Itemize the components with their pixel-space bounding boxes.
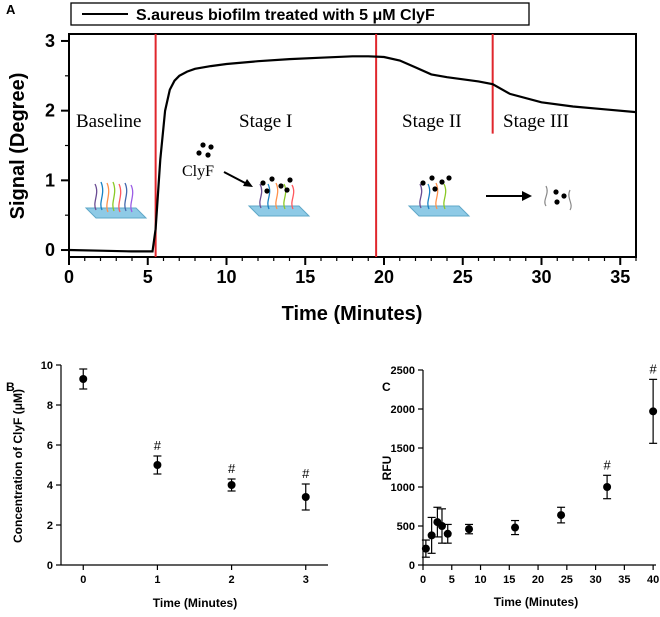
data-point-b (301, 493, 310, 501)
data-point-c (603, 483, 612, 491)
x-tick-label-b: 1 (154, 574, 160, 586)
y-tick-label-c: 2500 (391, 365, 415, 377)
significance-mark-c: # (650, 361, 658, 376)
data-point-c (437, 522, 446, 530)
released-fragments-icon (544, 185, 572, 211)
data-point-c (557, 511, 566, 520)
annotation-baseline: Baseline (76, 111, 141, 132)
x-tick-label-b: 0 (80, 574, 86, 586)
annotation-clyf: ClyF (182, 163, 214, 180)
x-tick-label-c: 15 (503, 574, 515, 586)
data-point-c (465, 525, 474, 534)
panel-label-c: C (382, 380, 391, 394)
x-tick-label-c: 5 (449, 574, 455, 586)
x-tick-label-a: 20 (374, 267, 394, 287)
y-tick-label-b: 8 (47, 400, 53, 412)
biofilm-illustration-stage-2-icon (407, 175, 471, 217)
legend-box (70, 2, 530, 26)
x-tick-label-a: 35 (610, 267, 630, 287)
y-tick-label-c: 1000 (391, 482, 415, 494)
biofilm-illustration-stage-1-icon (247, 176, 311, 217)
legend-label: S.aureus biofilm treated with 5 μM ClyF (136, 7, 435, 24)
x-tick-label-c: 0 (420, 574, 426, 586)
annotation-stage-2: Stage II (402, 111, 462, 132)
significance-mark-c: # (603, 457, 611, 472)
data-point-b (153, 461, 162, 469)
y-tick-label-a: 2 (45, 101, 55, 121)
panel-label-a: A (6, 2, 16, 17)
biofilm-illustration-baseline-icon (84, 181, 148, 219)
annotation-stage-3: Stage III (503, 111, 569, 132)
x-tick-label-a: 5 (143, 267, 153, 287)
y-tick-label-c: 0 (409, 560, 415, 572)
y-tick-label-c: 1500 (391, 443, 415, 455)
panel-label-b: B (6, 380, 15, 394)
x-tick-label-c: 25 (561, 574, 573, 586)
data-point-b (79, 375, 88, 383)
panel-c: C 0 5 10 15 20 25 30 35 40 0 500 1000 1500 2000 2500 #… (380, 361, 659, 609)
x-axis-title-a: Time (Minutes) (282, 303, 423, 325)
clyf-molecules-icon (196, 142, 214, 158)
y-tick-label-a: 3 (45, 31, 55, 51)
y-tick-label-b: 0 (47, 560, 53, 572)
x-tick-label-b: 3 (303, 574, 309, 586)
data-point-c (443, 529, 452, 538)
panel-a: A S.aureus biofilm treated with 5 μM Cly… (6, 2, 637, 325)
y-tick-label-b: 6 (47, 440, 53, 452)
data-point-c (421, 544, 430, 553)
y-axis-title-c: RFU (380, 456, 394, 481)
arrow-icon (223, 171, 253, 187)
y-tick-label-b: 4 (47, 480, 54, 492)
significance-mark-b: # (154, 438, 162, 453)
x-tick-label-a: 0 (64, 267, 74, 287)
data-point-c (427, 531, 436, 540)
significance-mark-b: # (228, 461, 236, 476)
y-tick-label-a: 1 (45, 170, 55, 190)
x-tick-label-c: 35 (618, 574, 630, 586)
data-point-c (649, 407, 658, 416)
annotation-stage-1: Stage I (239, 111, 292, 132)
panel-b: B 0 1 2 3 0 2 4 6 8 10 # # # Time (Minutes) Concent… (6, 360, 328, 610)
y-tick-label-c: 2000 (391, 404, 415, 416)
x-axis-title-b: Time (Minutes) (153, 596, 237, 610)
x-tick-label-a: 15 (295, 267, 315, 287)
x-axis-title-c: Time (Minutes) (494, 595, 578, 609)
x-tick-label-a: 25 (453, 267, 473, 287)
y-tick-label-c: 500 (397, 521, 415, 533)
data-point-c (511, 523, 520, 532)
y-tick-label-b: 10 (41, 360, 53, 372)
signal-line (68, 55, 637, 253)
x-tick-label-c: 40 (647, 574, 659, 586)
x-tick-label-b: 2 (229, 574, 235, 586)
y-tick-label-b: 2 (47, 520, 53, 532)
x-tick-label-c: 30 (589, 574, 601, 586)
plot-frame-a (68, 33, 637, 258)
y-tick-label-a: 0 (45, 240, 55, 260)
x-tick-label-a: 30 (531, 267, 551, 287)
data-point-b (227, 481, 236, 489)
x-tick-label-c: 10 (474, 574, 486, 586)
significance-mark-b: # (302, 466, 310, 481)
arrow-icon (486, 191, 532, 201)
x-tick-label-c: 20 (532, 574, 544, 586)
y-axis-title-b: Concentration of ClyF (μM) (11, 389, 25, 543)
y-axis-title-a: Signal (Degree) (7, 73, 29, 220)
x-tick-label-a: 10 (216, 267, 236, 287)
